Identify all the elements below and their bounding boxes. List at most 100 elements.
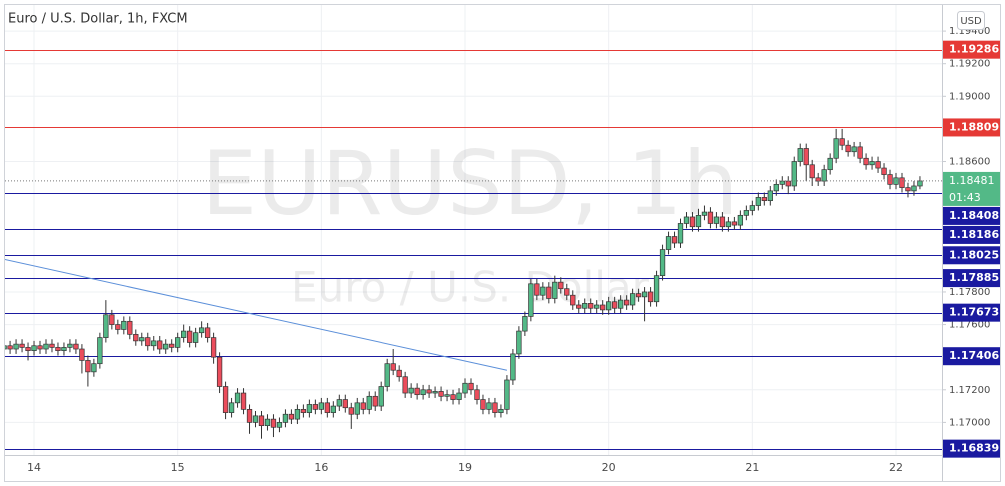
candle-body [743,210,750,216]
candle-body [641,291,648,298]
candle-body [480,399,486,410]
candle-body [839,138,845,146]
candle-body [109,314,115,325]
y-tick-label: 1.17200 [949,385,990,396]
chart-title: Euro / U.S. Dollar, 1h, FXCM [8,12,188,27]
candle-body [210,337,217,358]
candle-body [246,408,253,423]
candle-body [474,389,480,400]
x-tick-label: 22 [889,461,903,474]
candle-body [204,327,211,338]
candle-body [342,399,348,409]
candle-body [522,316,528,332]
candle-body [785,180,791,187]
y-tick-label: 1.18600 [949,157,990,168]
plot-area [5,50,942,450]
candle-body [462,382,468,394]
candle-body [510,353,516,381]
candle-body [366,395,372,410]
candle-body [318,402,325,410]
candle-body [570,294,576,306]
level-label-box [943,206,1000,225]
candle-body [25,347,31,352]
watermark-subtitle: Euro / U.S. Dollar [291,263,650,312]
candle-body [809,164,815,179]
candle-body [127,320,133,335]
candle-body [31,345,37,352]
candle-body [420,389,426,396]
candle-body [13,343,19,350]
candle-body [426,389,432,394]
candle-body [294,408,301,420]
candle-body [779,180,785,185]
candle-body [456,392,462,400]
level-label: 1.17885 [949,271,999,284]
level-label-box [943,40,1000,59]
candle-body [791,161,797,187]
candle-body [145,337,151,347]
candle-body [558,281,564,290]
candle-body [635,293,642,298]
candle-body [749,205,755,211]
candle-body [157,340,163,350]
level-label-box [943,303,1000,322]
candle-body [438,391,444,397]
currency-label[interactable]: USD [960,16,982,27]
candle-body [719,216,726,228]
level-label: 1.16839 [949,442,999,455]
candle-body [121,320,127,330]
candle-body [216,356,223,387]
candle-body [671,236,678,244]
current-price-label: 1.18481 [949,174,995,187]
candle-body [228,402,235,413]
candle-body [905,187,911,192]
candle-body [737,214,744,226]
candle-body [576,304,582,309]
frame [4,4,1001,482]
x-tick-label: 16 [314,461,328,474]
candle-body [252,415,259,423]
candle-body [647,291,654,303]
candle-body [773,183,779,192]
candle-body [594,304,600,309]
candle-body [187,330,193,343]
candle-body [767,190,773,202]
candle-body [516,330,522,355]
candle-body [91,363,97,373]
candle-body [618,299,624,309]
currency-button[interactable] [957,11,985,30]
candle-body [695,214,702,228]
candle-body [276,422,283,428]
candle-body [7,345,13,350]
candle-body [821,169,827,182]
candle-body [300,408,307,413]
candle-body [234,392,241,404]
x-tick-label: 14 [27,461,41,474]
x-tick-label: 21 [745,461,759,474]
y-tick-label: 1.19400 [949,26,990,37]
candle-body [408,387,414,394]
level-label-box [943,269,1000,288]
candle-body [390,363,396,371]
candle-body [797,148,803,162]
candle-body [37,345,43,350]
candle-body [61,347,67,352]
candle-body [731,221,738,226]
candle-body [623,299,630,306]
current-price-box [943,171,1000,206]
candle-body [546,286,552,299]
candle-body [444,394,450,397]
candle-body [169,343,175,348]
candle-body [222,386,229,413]
candle-body [270,418,277,428]
level-label-box [943,225,1000,244]
candle-body [600,304,606,311]
candle-body [803,148,809,166]
candle-body [606,301,612,311]
candle-body [707,211,714,224]
y-tick-label: 1.17800 [949,287,990,298]
candle-body [43,343,49,350]
watermark: EURUSD, 1h [202,132,739,235]
